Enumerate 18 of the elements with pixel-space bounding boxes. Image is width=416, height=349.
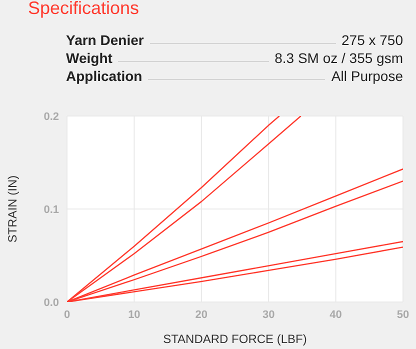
x-axis-title: STANDARD FORCE (LBF) (163, 332, 307, 346)
x-tick-label: 50 (396, 308, 410, 321)
text: 8.3 SM oz / 355 gsm (274, 50, 403, 66)
x-tick-label: 10 (128, 308, 140, 321)
y-axis-title: STRAIN (IN) (5, 175, 20, 243)
text: Yarn Denier (66, 32, 144, 48)
y-tick-label: 0.0 (44, 296, 59, 309)
x-tick-label: 30 (262, 308, 275, 321)
text: 275 x 750 (342, 32, 403, 48)
text: Application (66, 68, 142, 84)
x-tick-label: 20 (195, 308, 208, 321)
text: Weight (66, 50, 112, 66)
x-tick-label: 40 (330, 308, 342, 321)
y-tick-label: 0.2 (44, 110, 59, 123)
y-tick-label: 0.1 (44, 204, 59, 216)
text: All Purpose (331, 68, 403, 84)
x-tick-label: 0 (64, 308, 70, 321)
chart-title: Specifications (28, 0, 140, 19)
